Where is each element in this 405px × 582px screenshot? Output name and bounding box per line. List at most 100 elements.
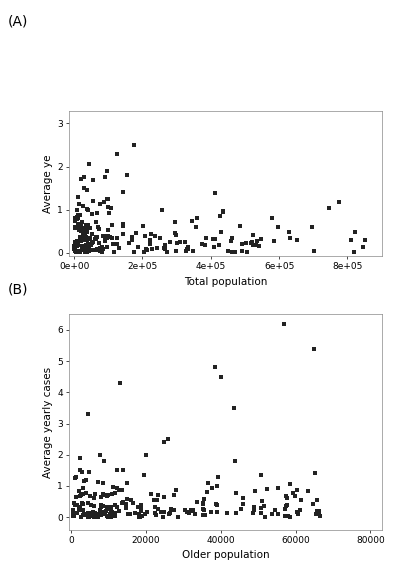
Point [172, 230, 178, 239]
Point [104, 231, 110, 240]
Point [109, 489, 115, 498]
Point [79, 218, 85, 227]
Point [108, 204, 115, 213]
Point [81, 183, 87, 193]
Point [160, 492, 167, 502]
Point [102, 233, 108, 243]
Point [137, 500, 144, 509]
Point [75, 240, 81, 249]
Point [75, 192, 81, 201]
Point [310, 246, 317, 255]
Point [140, 247, 147, 257]
Point [74, 236, 80, 246]
Point [213, 481, 220, 491]
Point [135, 509, 142, 519]
Point [80, 201, 86, 211]
Point [107, 510, 113, 519]
Point [74, 500, 80, 509]
Point [199, 510, 205, 519]
Point [98, 247, 105, 257]
Point [87, 233, 93, 243]
Point [88, 209, 95, 218]
Point [174, 512, 180, 521]
Point [80, 477, 87, 486]
Point [199, 499, 205, 508]
Point [151, 495, 158, 505]
Point [239, 493, 246, 502]
Point [251, 502, 257, 511]
Point [78, 242, 85, 251]
Point [72, 492, 79, 502]
Point [93, 232, 100, 242]
Point [93, 234, 99, 243]
Point [104, 512, 111, 521]
Point [76, 502, 83, 512]
Point [128, 233, 134, 243]
Point [75, 210, 81, 219]
Point [113, 502, 120, 512]
Point [116, 378, 122, 388]
Point [158, 508, 164, 517]
Point [76, 199, 82, 208]
Point [274, 483, 281, 492]
Point [173, 485, 179, 495]
Point [69, 505, 76, 514]
Point [213, 501, 220, 510]
Point [102, 506, 109, 516]
Point [83, 204, 90, 214]
Point [78, 236, 85, 245]
Point [251, 487, 258, 496]
Point [87, 240, 94, 250]
Point [72, 237, 78, 247]
Point [124, 478, 130, 487]
Point [238, 246, 244, 255]
Point [71, 473, 78, 482]
Point [182, 246, 188, 255]
Point [72, 213, 78, 222]
Point [134, 242, 141, 251]
Point [119, 486, 125, 495]
Point [108, 502, 114, 512]
Point [309, 499, 316, 509]
Point [80, 246, 86, 255]
Point [72, 247, 79, 257]
Point [86, 492, 93, 501]
Point [94, 244, 100, 253]
Point [86, 160, 92, 169]
Point [96, 246, 103, 255]
Point [110, 511, 117, 520]
Point [260, 501, 267, 510]
Point [74, 212, 80, 221]
Point [351, 228, 358, 237]
Point [102, 233, 108, 242]
Point [75, 213, 81, 222]
Point [132, 228, 139, 237]
Point [147, 489, 154, 499]
Point [78, 512, 84, 521]
Point [160, 508, 166, 517]
Point [75, 219, 81, 229]
X-axis label: Older population: Older population [181, 551, 269, 560]
Point [217, 227, 224, 236]
Point [203, 233, 209, 243]
Point [104, 203, 111, 212]
Point [293, 235, 299, 244]
Point [151, 509, 158, 518]
Point [76, 503, 82, 512]
Point [83, 224, 90, 233]
Point [193, 222, 199, 232]
Point [155, 490, 161, 499]
Point [120, 230, 126, 239]
Point [74, 213, 80, 222]
Point [183, 507, 190, 516]
Point [201, 240, 207, 250]
Point [231, 456, 238, 466]
Point [76, 505, 82, 514]
Point [257, 504, 264, 513]
Point [146, 235, 153, 244]
Point [124, 509, 130, 519]
Point [101, 490, 108, 499]
Point [112, 508, 118, 517]
Point [211, 363, 218, 372]
Point [199, 240, 205, 249]
